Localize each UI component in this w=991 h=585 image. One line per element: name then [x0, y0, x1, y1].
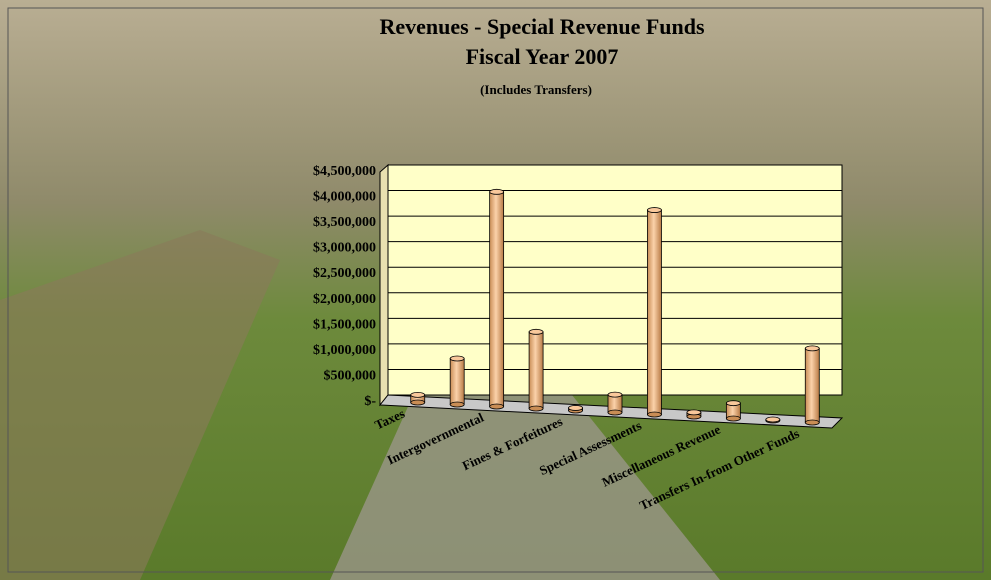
y-tick-label: $1,500,000: [313, 317, 376, 332]
bar-base: [490, 404, 504, 409]
bar-base: [529, 406, 543, 411]
bar-base: [450, 402, 464, 407]
bar-top: [411, 392, 425, 397]
bar-base: [411, 400, 425, 405]
bar: [529, 332, 543, 409]
bar-top: [766, 417, 780, 422]
bar-top: [687, 410, 701, 415]
bar-top: [569, 405, 583, 410]
bar-top: [726, 401, 740, 406]
chart-subtitle: Fiscal Year 2007: [466, 44, 619, 69]
y-tick-label: $1,000,000: [313, 343, 376, 358]
y-tick-label: $2,000,000: [313, 292, 376, 307]
bar-top: [805, 346, 819, 351]
y-tick-label: $3,000,000: [313, 241, 376, 256]
y-tick-label: $2,500,000: [313, 266, 376, 281]
bar-top: [647, 208, 661, 213]
y-tick-label: $500,000: [324, 368, 377, 383]
bar-top: [529, 329, 543, 334]
chart-title: Revenues - Special Revenue Funds: [379, 14, 705, 39]
chart-note: (Includes Transfers): [480, 82, 592, 97]
bar-base: [805, 420, 819, 425]
bar: [490, 192, 504, 407]
y-tick-label: $-: [364, 394, 376, 409]
y-tick-label: $4,000,000: [313, 190, 376, 205]
bar: [805, 348, 819, 422]
bar: [647, 210, 661, 414]
y-tick-label: $4,500,000: [313, 164, 376, 179]
side-wall: [380, 165, 388, 405]
bar: [450, 359, 464, 405]
y-tick-label: $3,500,000: [313, 215, 376, 230]
bar-base: [608, 410, 622, 415]
bar-top: [608, 392, 622, 397]
bar-top: [450, 356, 464, 361]
slide: Revenues - Special Revenue Funds Fiscal …: [0, 0, 991, 580]
bar-base: [647, 412, 661, 417]
bar-base: [726, 416, 740, 421]
bar-top: [490, 189, 504, 194]
